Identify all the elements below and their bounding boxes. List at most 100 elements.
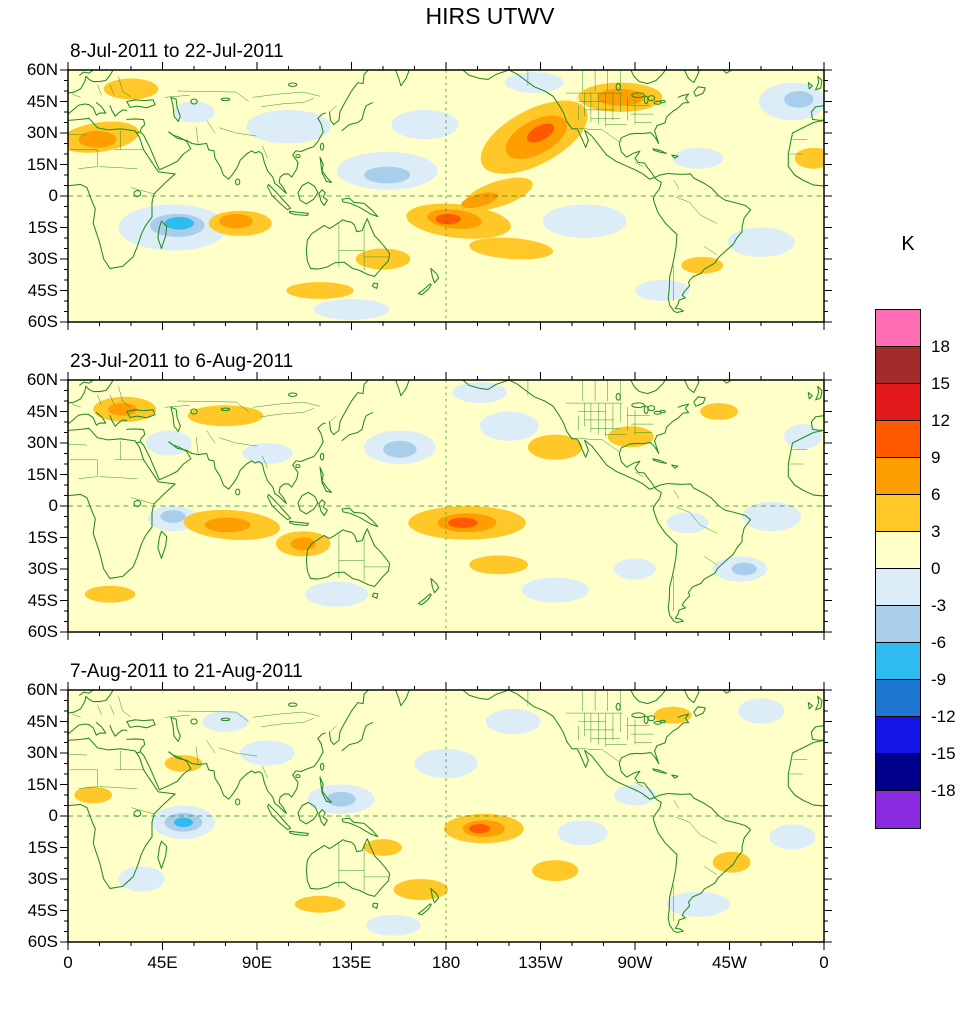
anomaly-blob <box>666 512 709 534</box>
colorbar-tick-label: -9 <box>931 670 947 689</box>
y-axis-label: 30N <box>26 743 58 762</box>
colorbar-tick-label: -12 <box>931 707 956 726</box>
colorbar-tick-label: -15 <box>931 744 956 763</box>
panel-title-2: 23-Jul-2011 to 6-Aug-2011 <box>70 351 294 372</box>
tick-marks <box>60 62 832 330</box>
x-axis-label: 135E <box>331 953 372 972</box>
anomaly-blob <box>469 237 554 260</box>
anomaly-blob <box>769 824 816 850</box>
x-axis-label: 0 <box>63 953 73 972</box>
anomaly-blob <box>504 72 564 94</box>
colorbar-tick-label: 12 <box>931 411 950 430</box>
anomaly-blob <box>784 424 822 450</box>
x-axis-label: 45E <box>147 953 178 972</box>
anomaly-blob <box>84 585 136 603</box>
y-axis-label: 60S <box>27 312 58 331</box>
anomaly-blob <box>286 282 354 299</box>
colorbar-tick-label: 6 <box>931 485 941 504</box>
y-axis-label: 45N <box>26 711 58 731</box>
anomaly-field <box>84 382 822 607</box>
anomaly-blob <box>521 577 589 603</box>
anomaly-blob <box>393 879 449 900</box>
anomaly-blob <box>160 510 186 523</box>
map-frame <box>67 69 825 323</box>
anomaly-blob <box>118 866 165 892</box>
colorbar-tick-label: -3 <box>931 596 947 615</box>
anomaly-blob <box>202 711 249 732</box>
y-axis-label: 15S <box>27 527 58 547</box>
anomaly-blob <box>174 817 193 827</box>
y-axis-label: 45S <box>27 280 58 300</box>
anomaly-blob <box>614 784 656 806</box>
y-axis-label: 15S <box>27 217 58 237</box>
anomaly-blob <box>681 256 724 274</box>
y-axis-label: 45N <box>26 401 58 421</box>
anomaly-blob <box>240 740 295 766</box>
y-axis-label: 60S <box>27 622 58 641</box>
axis-ticks <box>60 372 832 640</box>
colorbar-segment <box>876 791 920 828</box>
y-axis-label: 60N <box>26 680 58 699</box>
anomaly-blob <box>187 405 264 427</box>
anomaly-blob <box>414 748 478 779</box>
colorbar-segment <box>876 569 920 606</box>
anomaly-blob <box>355 248 411 270</box>
anomaly-blob <box>712 851 751 873</box>
colorbar-segment <box>876 421 920 458</box>
anomaly-blob <box>485 708 541 735</box>
anomaly-blob <box>305 581 369 607</box>
colorbar-units-label: K <box>901 233 915 255</box>
anomaly-blob <box>737 698 785 724</box>
anomaly-blob <box>103 78 159 100</box>
anomaly-blob <box>364 839 402 856</box>
y-axis-label: 15N <box>26 464 58 484</box>
y-axis-label: 0 <box>48 806 58 825</box>
colorbar-segment <box>876 310 920 347</box>
anomaly-blob <box>469 555 528 575</box>
anomaly-field <box>74 698 816 936</box>
colorbar-segment <box>876 717 920 754</box>
anomaly-blob <box>532 860 579 882</box>
y-axis-label: 60N <box>26 370 58 389</box>
anomaly-blob <box>364 166 411 184</box>
anomaly-blob <box>242 443 293 464</box>
y-axis-label: 45S <box>27 590 58 610</box>
colorbar-segment <box>876 680 920 717</box>
y-axis-label: 30N <box>26 123 58 142</box>
anomaly-blob <box>527 123 554 143</box>
anomaly-blob <box>164 217 194 230</box>
anomaly-blob <box>542 204 627 238</box>
colorbar-segment <box>876 532 920 569</box>
x-axis-label: 135W <box>518 953 563 972</box>
anomaly-blob <box>479 411 539 441</box>
y-axis-label: 15N <box>26 154 58 174</box>
anomaly-blob <box>204 517 251 533</box>
y-axis-label: 30S <box>27 559 58 578</box>
tick-marks <box>60 372 832 640</box>
anomaly-blob <box>527 434 583 460</box>
y-axis-label: 30N <box>26 433 58 452</box>
y-axis-label: 30S <box>27 869 58 888</box>
colorbar-tick-label: 0 <box>931 559 941 578</box>
anomaly-blob <box>164 755 203 772</box>
anomaly-blob <box>635 280 690 301</box>
map-frame <box>67 379 825 633</box>
anomaly-field <box>68 72 824 320</box>
anomaly-blob <box>74 786 113 804</box>
anomaly-blob <box>145 430 192 456</box>
colorbar-segment <box>876 643 920 680</box>
figure-title: HIRS UTWV <box>425 3 555 29</box>
map-panel-1 <box>60 62 832 330</box>
map-panel-3 <box>60 682 832 950</box>
anomaly-blob <box>794 147 824 169</box>
anomaly-blob <box>366 914 421 936</box>
x-axis-label: 90W <box>617 953 653 972</box>
anomaly-blob <box>614 558 656 580</box>
y-axis-label: 60N <box>26 60 58 79</box>
anomaly-blob <box>469 823 491 834</box>
anomaly-blob <box>383 440 417 458</box>
y-axis-label: 0 <box>48 496 58 515</box>
panel-title-3: 7-Aug-2011 to 21-Aug-2011 <box>70 661 303 682</box>
colorbar-tick-label: 9 <box>931 448 941 467</box>
